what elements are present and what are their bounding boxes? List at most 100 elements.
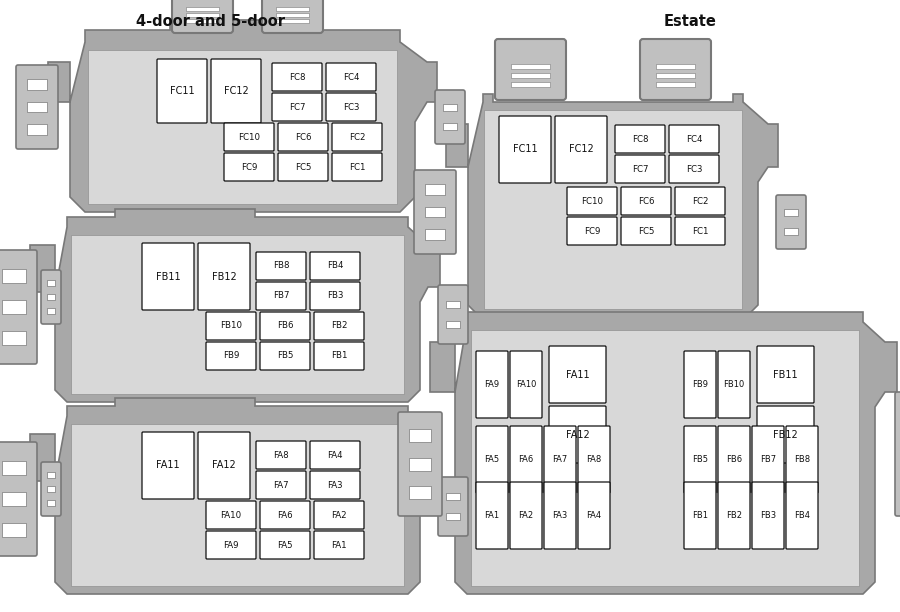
Text: FB10: FB10 (220, 321, 242, 330)
FancyBboxPatch shape (278, 123, 328, 151)
Text: 4-door and 5-door: 4-door and 5-door (136, 14, 284, 29)
Text: FB7: FB7 (273, 291, 289, 300)
Bar (27, 79, 48, 89)
FancyBboxPatch shape (16, 65, 58, 149)
FancyBboxPatch shape (256, 441, 306, 469)
Text: FA3: FA3 (553, 511, 568, 520)
FancyBboxPatch shape (718, 351, 750, 418)
FancyBboxPatch shape (198, 432, 250, 499)
Text: FB9: FB9 (692, 380, 708, 389)
Bar (47, 472, 56, 478)
FancyBboxPatch shape (260, 501, 310, 529)
FancyBboxPatch shape (326, 93, 376, 121)
Text: FA8: FA8 (274, 450, 289, 460)
Text: FC9: FC9 (241, 163, 257, 171)
FancyBboxPatch shape (578, 482, 610, 549)
Text: FB6: FB6 (726, 455, 742, 464)
FancyBboxPatch shape (476, 426, 508, 493)
FancyBboxPatch shape (776, 195, 806, 249)
Text: FA5: FA5 (484, 455, 500, 464)
Text: FC6: FC6 (295, 133, 311, 141)
FancyBboxPatch shape (332, 123, 382, 151)
FancyBboxPatch shape (615, 155, 665, 183)
Bar (276, 13, 309, 17)
Text: FB9: FB9 (223, 351, 239, 360)
FancyBboxPatch shape (310, 441, 360, 469)
Text: FB8: FB8 (273, 261, 289, 271)
Bar (3, 461, 25, 475)
Text: FA12: FA12 (565, 430, 590, 439)
FancyBboxPatch shape (224, 153, 274, 181)
Text: FA2: FA2 (518, 511, 534, 520)
Text: FC3: FC3 (686, 165, 702, 173)
FancyBboxPatch shape (314, 312, 364, 340)
Bar (3, 331, 25, 345)
Bar (71, 235, 404, 394)
FancyBboxPatch shape (495, 39, 566, 100)
Text: FB5: FB5 (277, 351, 293, 360)
Bar (446, 493, 460, 500)
Text: FC4: FC4 (343, 72, 359, 81)
FancyBboxPatch shape (438, 285, 468, 344)
FancyBboxPatch shape (314, 531, 364, 559)
Bar (47, 294, 56, 300)
FancyBboxPatch shape (435, 90, 465, 144)
FancyBboxPatch shape (206, 531, 256, 559)
Text: FA4: FA4 (328, 450, 343, 460)
Text: FB11: FB11 (156, 272, 180, 282)
FancyBboxPatch shape (310, 471, 360, 499)
Bar (446, 300, 460, 308)
Bar (3, 269, 25, 283)
Bar (27, 124, 48, 135)
FancyBboxPatch shape (544, 426, 576, 493)
FancyBboxPatch shape (211, 59, 261, 123)
Bar (511, 81, 550, 87)
FancyBboxPatch shape (206, 312, 256, 340)
Text: FC12: FC12 (569, 144, 593, 154)
Text: FA12: FA12 (212, 460, 236, 471)
Bar (425, 207, 446, 217)
Text: FC8: FC8 (632, 135, 648, 143)
FancyBboxPatch shape (510, 426, 542, 493)
Text: FC7: FC7 (289, 102, 305, 111)
Text: FC11: FC11 (170, 86, 194, 96)
Bar (471, 330, 859, 586)
Bar (88, 50, 397, 204)
Polygon shape (30, 398, 440, 594)
FancyBboxPatch shape (310, 252, 360, 280)
FancyBboxPatch shape (549, 406, 606, 463)
Text: FB2: FB2 (331, 321, 347, 330)
Bar (71, 424, 404, 586)
Text: FC1: FC1 (349, 163, 365, 171)
FancyBboxPatch shape (640, 39, 711, 100)
Text: FA7: FA7 (274, 480, 289, 490)
Text: FA10: FA10 (516, 380, 536, 389)
Text: FA1: FA1 (331, 540, 346, 550)
FancyBboxPatch shape (549, 346, 606, 403)
Text: FC12: FC12 (223, 86, 248, 96)
FancyBboxPatch shape (675, 217, 725, 245)
Bar (446, 513, 460, 520)
FancyBboxPatch shape (310, 282, 360, 310)
Text: FA10: FA10 (220, 510, 241, 520)
FancyBboxPatch shape (476, 351, 508, 418)
FancyBboxPatch shape (615, 125, 665, 153)
Text: FB12: FB12 (773, 430, 798, 439)
FancyBboxPatch shape (260, 312, 310, 340)
FancyBboxPatch shape (684, 482, 716, 549)
FancyBboxPatch shape (510, 351, 542, 418)
Polygon shape (446, 94, 778, 317)
FancyBboxPatch shape (262, 0, 323, 33)
Text: FA3: FA3 (328, 480, 343, 490)
Text: FA4: FA4 (587, 511, 601, 520)
Text: FB8: FB8 (794, 455, 810, 464)
Bar (47, 500, 56, 506)
FancyBboxPatch shape (260, 531, 310, 559)
FancyBboxPatch shape (224, 123, 274, 151)
FancyBboxPatch shape (669, 125, 719, 153)
FancyBboxPatch shape (476, 482, 508, 549)
Text: FA2: FA2 (331, 510, 346, 520)
FancyBboxPatch shape (142, 432, 194, 499)
Bar (425, 184, 446, 195)
Text: Estate: Estate (663, 14, 716, 29)
